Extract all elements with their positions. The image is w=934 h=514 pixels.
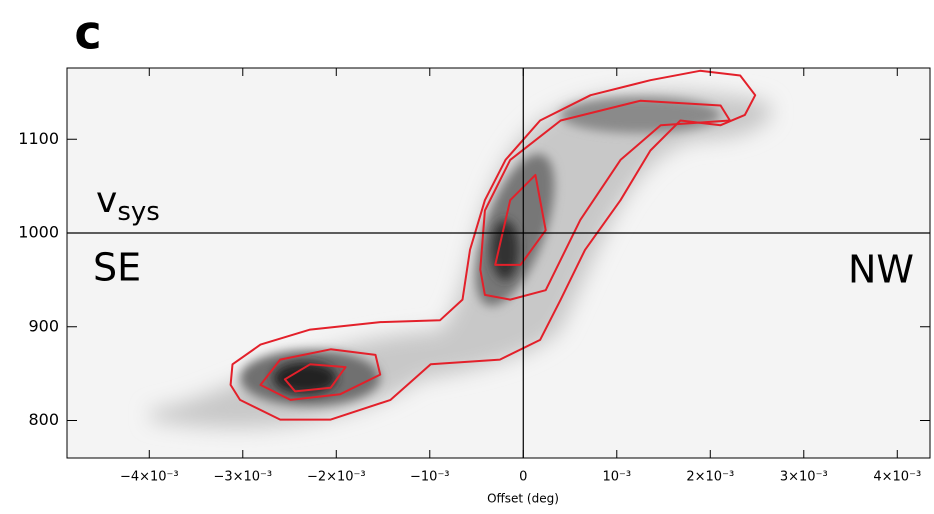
contour-line	[229, 69, 757, 421]
vsys-label: vsys	[96, 180, 160, 227]
nw-label: NW	[848, 248, 914, 292]
x-tick-label: −4×10⁻³	[120, 470, 179, 485]
contour-line	[494, 173, 547, 266]
x-tick-label: 0	[519, 470, 527, 485]
x-tick-label: 2×10⁻³	[686, 470, 734, 485]
vsys-sub: sys	[117, 197, 159, 227]
y-tick-label: 1000	[18, 223, 59, 242]
x-tick-label: −2×10⁻³	[307, 470, 366, 485]
contour-line	[479, 99, 731, 301]
x-tick-label: −10⁻³	[410, 470, 450, 485]
plot-area	[229, 69, 757, 421]
panel-label: c	[74, 6, 101, 60]
x-tick-label: 4×10⁻³	[873, 470, 921, 485]
vsys-main: v	[96, 180, 117, 221]
y-tick-label: 900	[28, 316, 59, 335]
emission-core	[491, 220, 519, 280]
y-tick-label: 1100	[18, 129, 59, 148]
se-label: SE	[93, 246, 141, 290]
x-tick-label: −3×10⁻³	[213, 470, 272, 485]
x-tick-label: 3×10⁻³	[780, 470, 828, 485]
x-tick-label: 10⁻³	[602, 470, 631, 485]
plot-frame	[66, 67, 931, 459]
contour-line	[259, 348, 382, 401]
emission-core	[273, 362, 337, 394]
emission-faint	[150, 90, 772, 428]
y-tick-label: 800	[28, 410, 59, 429]
x-axis-label: Offset (deg)	[487, 492, 559, 506]
contour-line	[283, 363, 347, 393]
